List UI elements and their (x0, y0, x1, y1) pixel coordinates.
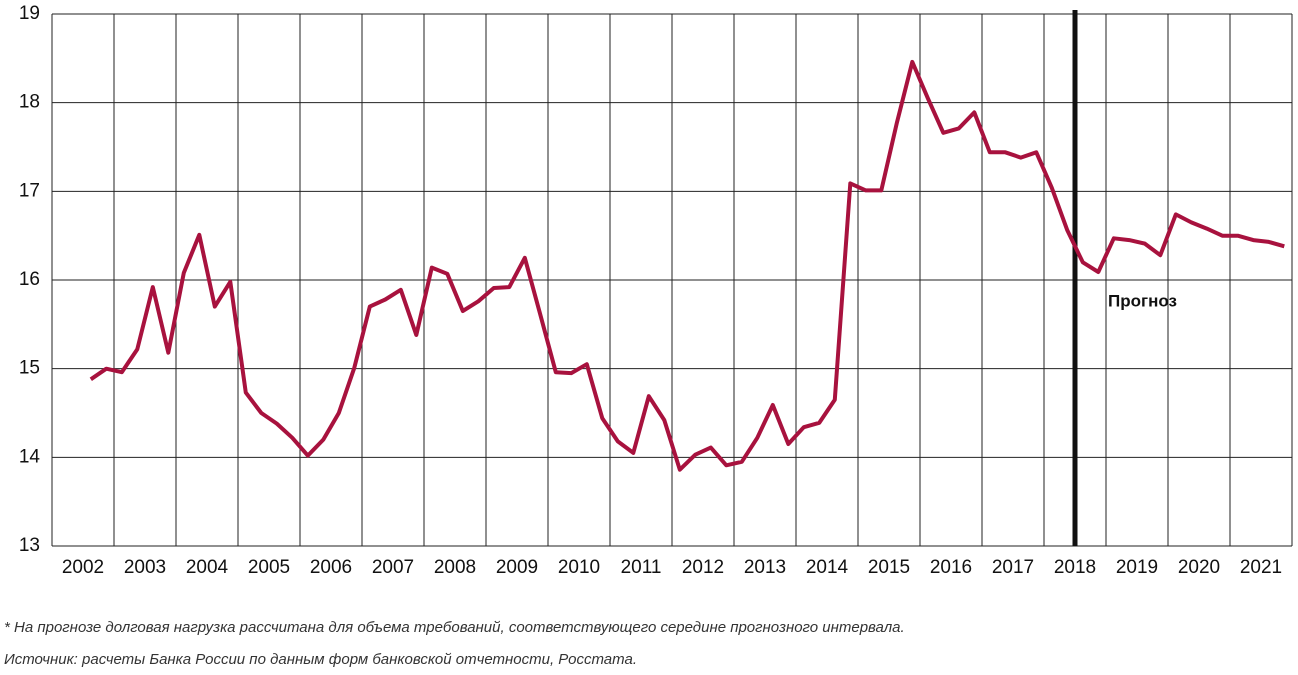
x-tick-label: 2003 (124, 557, 166, 578)
y-tick-label: 17 (19, 180, 40, 201)
y-tick-label: 13 (19, 535, 40, 556)
x-tick-label: 2013 (744, 557, 786, 578)
x-tick-label: 2017 (992, 557, 1034, 578)
x-tick-label: 2016 (930, 557, 972, 578)
x-tick-label: 2004 (186, 557, 229, 578)
annotation: Прогноз (1108, 292, 1177, 311)
x-tick-label: 2010 (558, 557, 600, 578)
x-tick-label: 2007 (372, 557, 414, 578)
y-tick-label: 19 (19, 3, 40, 24)
x-tick-label: 2018 (1054, 557, 1096, 578)
y-tick-label: 16 (19, 269, 40, 290)
data-line (89, 59, 1285, 472)
x-tick-label: 2011 (621, 557, 662, 578)
x-tick-label: 2005 (248, 557, 290, 578)
x-tick-label: 2012 (682, 557, 724, 578)
x-tick-label: 2019 (1116, 557, 1158, 578)
x-tick-label: 2021 (1240, 557, 1282, 578)
x-tick-label: 2002 (62, 557, 104, 578)
y-tick-label: 18 (19, 92, 40, 113)
x-tick-label: 2006 (310, 557, 352, 578)
x-tick-label: 2014 (806, 557, 849, 578)
footnote: * На прогнозе долговая нагрузка рассчита… (4, 619, 905, 636)
y-tick-label: 15 (19, 358, 40, 379)
x-tick-label: 2009 (496, 557, 538, 578)
source-note: Источник: расчеты Банка России по данным… (4, 651, 637, 668)
x-tick-label: 2020 (1178, 557, 1220, 578)
x-tick-label: 2015 (868, 557, 910, 578)
x-tick-label: 2008 (434, 557, 476, 578)
y-tick-label: 14 (19, 446, 41, 467)
